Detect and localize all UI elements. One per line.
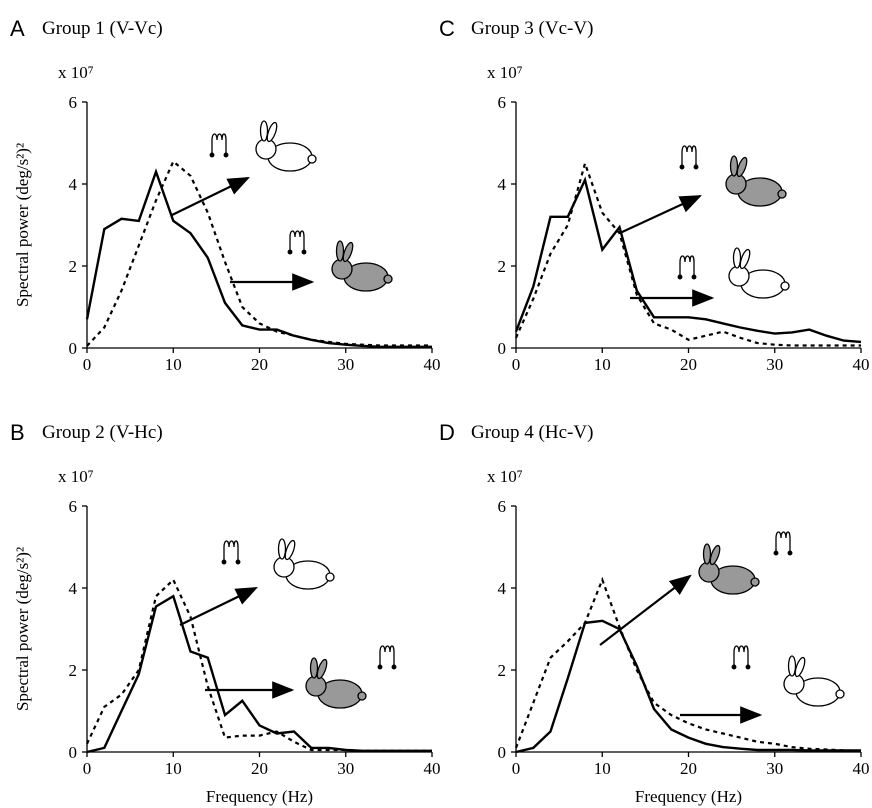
x-tick-label: 40 (853, 759, 870, 778)
y-tick-label: 6 (498, 93, 507, 112)
data-line (514, 176, 862, 344)
y-tick-label: 4 (69, 175, 78, 194)
x-tick-label: 30 (766, 759, 783, 778)
panel-letter: C (439, 16, 455, 41)
x-axis-label: Frequency (Hz) (635, 787, 742, 806)
data-line (86, 577, 432, 752)
illustrations (171, 119, 846, 724)
x-tick-label: 10 (594, 355, 611, 374)
x-tick-label: 40 (424, 759, 441, 778)
x-tick-label: 10 (594, 759, 611, 778)
y-tick-label: 2 (69, 661, 78, 680)
x-tick-label: 0 (83, 759, 92, 778)
panel-letter: D (439, 420, 455, 445)
y-tick-label: 2 (498, 257, 507, 276)
y-axis-label: Spectral power (deg/s²)² (13, 143, 32, 307)
data-line (515, 619, 861, 754)
data-line (86, 594, 432, 754)
y-tick-label: 6 (69, 93, 78, 112)
x-tick-label: 0 (512, 355, 521, 374)
y-axis-label: Spectral power (deg/s²)² (13, 547, 32, 711)
data-line (514, 576, 862, 752)
y-tick-label: 2 (498, 661, 507, 680)
x-tick-label: 20 (680, 355, 697, 374)
y-tick-label: 2 (69, 257, 78, 276)
data-line (514, 159, 861, 347)
y-tick-label: 4 (498, 175, 507, 194)
y-tick-label: 0 (69, 339, 78, 358)
x-tick-label: 40 (424, 355, 441, 374)
axis-multiplier: x 10⁷ (58, 63, 94, 82)
axis-multiplier: x 10⁷ (487, 467, 523, 486)
axis-multiplier: x 10⁷ (58, 467, 94, 486)
x-tick-label: 0 (512, 759, 521, 778)
panel-title: Group 3 (Vc-V) (471, 18, 593, 39)
data-line (86, 159, 432, 347)
y-tick-label: 4 (498, 579, 507, 598)
x-tick-label: 10 (165, 355, 182, 374)
data-line (85, 168, 432, 348)
x-tick-label: 40 (853, 355, 870, 374)
axis-multiplier: x 10⁷ (487, 63, 523, 82)
panel-title: Group 2 (V-Hc) (42, 422, 163, 443)
x-tick-label: 30 (337, 759, 354, 778)
x-tick-label: 20 (680, 759, 697, 778)
panel-title: Group 1 (V-Vc) (42, 18, 163, 39)
y-tick-label: 0 (498, 743, 507, 762)
y-tick-label: 6 (498, 497, 507, 516)
x-tick-label: 0 (83, 355, 92, 374)
x-tick-label: 20 (251, 355, 268, 374)
x-axis-label: Frequency (Hz) (206, 787, 313, 806)
y-tick-label: 0 (498, 339, 507, 358)
x-tick-label: 10 (165, 759, 182, 778)
x-tick-label: 30 (766, 355, 783, 374)
panel-title: Group 4 (Hc-V) (471, 422, 593, 443)
panel-letter: A (10, 16, 25, 41)
x-tick-label: 30 (337, 355, 354, 374)
panel-letter: B (10, 420, 25, 445)
y-tick-label: 0 (69, 743, 78, 762)
y-tick-label: 4 (69, 579, 78, 598)
y-tick-label: 6 (69, 497, 78, 516)
x-tick-label: 20 (251, 759, 268, 778)
